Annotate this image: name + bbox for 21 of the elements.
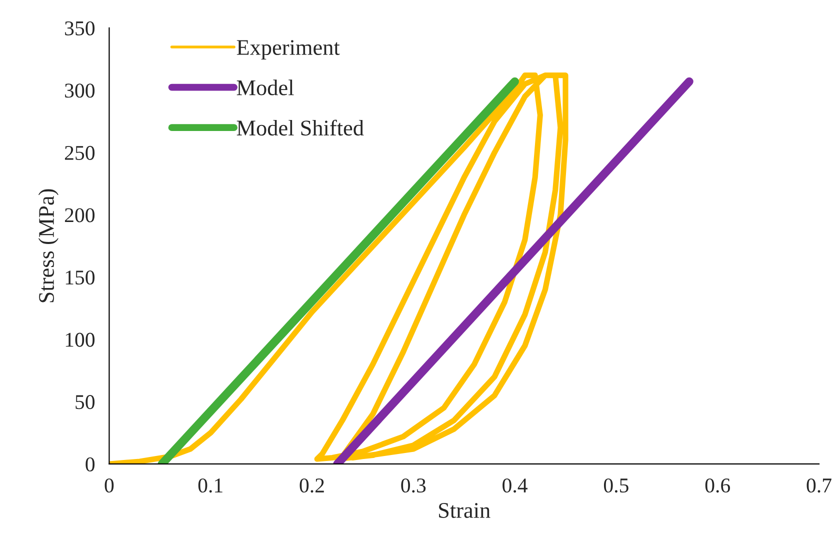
y-tick-label: 50	[76, 395, 95, 410]
y-tick-label: 350	[65, 21, 95, 36]
x-tick-label: 0	[104, 478, 114, 493]
x-tick-label: 0.1	[198, 478, 222, 493]
x-tick-label: 0.6	[705, 478, 730, 493]
y-axis-title: Stress (MPa)	[38, 189, 59, 302]
y-tick-label: 100	[66, 332, 95, 347]
y-tick-label: 250	[64, 146, 95, 160]
y-tick-label: 0	[86, 457, 95, 472]
legend-label: Experiment	[236, 40, 340, 60]
y-tick-label: 200	[64, 208, 95, 222]
x-tick-label: 0.5	[604, 478, 628, 493]
x-axis-title: Strain	[439, 503, 490, 518]
x-tick-label: 0.4	[502, 478, 528, 493]
legend-label: Model	[236, 80, 294, 96]
legend-label: Model Shifted	[236, 120, 364, 136]
x-tick-label: 0.7	[806, 478, 832, 493]
x-tick-label: 0.3	[401, 478, 426, 493]
y-tick-label: 300	[65, 84, 95, 98]
x-tick-label: 0.2	[300, 478, 324, 493]
y-tick-label: 150	[66, 270, 95, 285]
